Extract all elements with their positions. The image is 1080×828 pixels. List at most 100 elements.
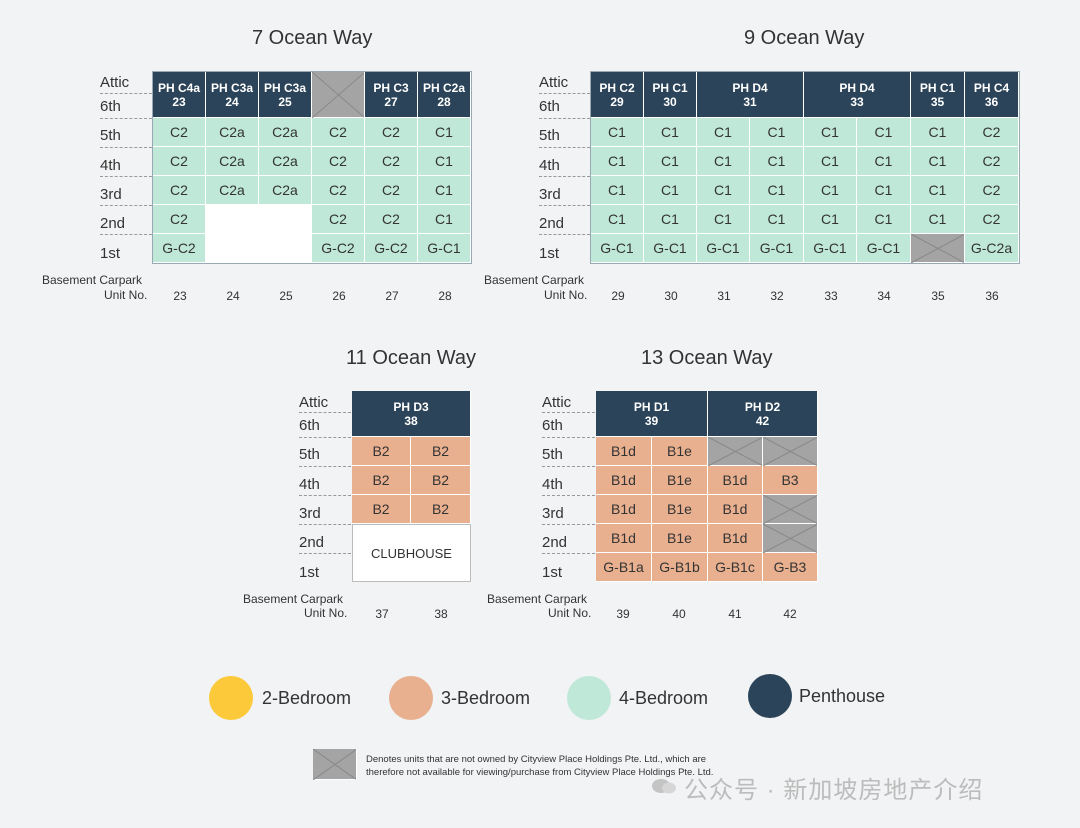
unit-number: 25 <box>279 289 293 303</box>
penthouse-unit: 38 <box>404 413 418 428</box>
floor-divider <box>299 524 351 525</box>
penthouse-cell: PH C4a 23 <box>153 72 206 118</box>
penthouse-unit: 36 <box>984 94 999 109</box>
floor-label-4th: 4th <box>539 157 560 174</box>
floor-divider <box>539 118 590 119</box>
penthouse-name: PH C2 <box>599 80 635 95</box>
basement-carpark-label: Basement Carpark <box>42 273 143 287</box>
unit-cell: B2 <box>411 495 471 524</box>
legend-label-2-bedroom: 2-Bedroom <box>262 688 352 708</box>
unit-cell: B1d <box>596 437 652 466</box>
unit-cell: B1d <box>596 495 652 524</box>
penthouse-cell: PH D4 31 <box>697 72 804 118</box>
unit-cell: C1 <box>644 147 697 176</box>
unit-number: 42 <box>783 607 797 621</box>
floor-label-6th: 6th <box>100 98 121 115</box>
floor-divider <box>100 176 152 177</box>
unit-cell: C2 <box>153 147 206 176</box>
unit-cell: C1 <box>644 205 697 234</box>
floor-label-3rd: 3rd <box>299 505 321 522</box>
unit-cell: C2a <box>206 118 259 147</box>
penthouse-unit: 25 <box>278 94 292 109</box>
penthouse-cell: PH D4 33 <box>804 72 911 118</box>
unit-cell: C1 <box>750 147 804 176</box>
unit-number: 33 <box>824 289 838 303</box>
cross-icon <box>763 494 817 524</box>
unit-cell: C1 <box>911 118 965 147</box>
unit-cell: C2 <box>365 176 418 205</box>
unit-cell: C1 <box>857 147 911 176</box>
unit-number: 24 <box>226 289 240 303</box>
unit-cell: C2 <box>965 205 1019 234</box>
unit-cell: C1 <box>697 118 750 147</box>
unit-cell: G-C2 <box>312 234 365 263</box>
unit-cell: C2 <box>365 118 418 147</box>
cross-icon <box>313 748 356 780</box>
unit-no-label: Unit No. <box>304 606 348 620</box>
floor-divider <box>299 553 351 554</box>
floor-label-2nd: 2nd <box>100 215 126 232</box>
unit-cell: C1 <box>804 147 857 176</box>
unit-cell: C1 <box>418 205 471 234</box>
unit-cell: B1d <box>708 466 763 495</box>
floor-divider <box>539 93 590 94</box>
cross-icon <box>312 71 364 118</box>
unit-cell: C2 <box>965 147 1019 176</box>
unit-cell: B2 <box>352 495 411 524</box>
unit-cell: G-C1 <box>804 234 857 263</box>
unit-cell: G-C1 <box>857 234 911 263</box>
floor-label-5th: 5th <box>299 446 320 463</box>
floor-label-3rd: 3rd <box>100 186 122 203</box>
unit-cell: B2 <box>352 466 411 495</box>
watermark-text: 公众号 · 新加坡房地产介绍 <box>684 777 984 804</box>
unit-cell: C1 <box>697 147 750 176</box>
unit-number: 35 <box>931 289 945 303</box>
penthouse-unit: 33 <box>850 94 864 109</box>
floor-divider <box>539 176 590 177</box>
penthouse-name: PH C3a <box>263 80 307 95</box>
unit-cell: C1 <box>911 205 965 234</box>
unit-cell: C1 <box>591 118 644 147</box>
floor-label-3rd: 3rd <box>542 505 564 522</box>
not-owned-cell <box>763 523 818 553</box>
unit-cell: C1 <box>804 205 857 234</box>
unit-cell: B3 <box>763 466 818 495</box>
penthouse-cell: PH C1 35 <box>911 72 965 118</box>
unit-cell: C2 <box>153 118 206 147</box>
unit-cell: C1 <box>911 147 965 176</box>
floor-label-1st: 1st <box>539 245 560 262</box>
building-title-9: 9 Ocean Way <box>744 27 865 49</box>
penthouse-unit: 35 <box>930 94 945 109</box>
penthouse-unit: 24 <box>225 94 239 109</box>
penthouse-cell: PH C3a 25 <box>259 72 312 118</box>
floor-label-4th: 4th <box>542 476 563 493</box>
unit-cell: G-B1b <box>652 553 708 582</box>
penthouse-name: PH C3a <box>210 80 254 95</box>
unit-cell: G-C2 <box>153 234 206 263</box>
floor-label-6th: 6th <box>299 417 320 434</box>
not-owned-cell <box>708 436 763 466</box>
floor-label-3rd: 3rd <box>539 186 561 203</box>
penthouse-unit: 27 <box>384 94 398 109</box>
unit-cell: C2 <box>312 176 365 205</box>
clubhouse: CLUBHOUSE <box>352 524 471 582</box>
unit-number: 38 <box>434 607 448 621</box>
unit-cell: C2 <box>312 147 365 176</box>
unit-cell: C1 <box>750 176 804 205</box>
unit-number: 40 <box>672 607 686 621</box>
unit-cell: C2a <box>259 176 312 205</box>
penthouse-cell: PH C2 29 <box>591 72 644 118</box>
penthouse-name: PH D3 <box>393 399 429 414</box>
unit-number: 39 <box>616 607 630 621</box>
unit-cell: B2 <box>352 437 411 466</box>
unit-cell: C2a <box>206 176 259 205</box>
unit-no-label: Unit No. <box>104 288 148 302</box>
unit-cell: G-B1c <box>708 553 763 582</box>
not-owned-cell <box>312 71 365 118</box>
unit-cell: C1 <box>750 118 804 147</box>
unit-cell: G-C1 <box>591 234 644 263</box>
floor-label-2nd: 2nd <box>299 534 325 551</box>
floor-divider <box>539 205 590 206</box>
unit-cell: C2a <box>259 147 312 176</box>
floor-label-6th: 6th <box>539 98 560 115</box>
